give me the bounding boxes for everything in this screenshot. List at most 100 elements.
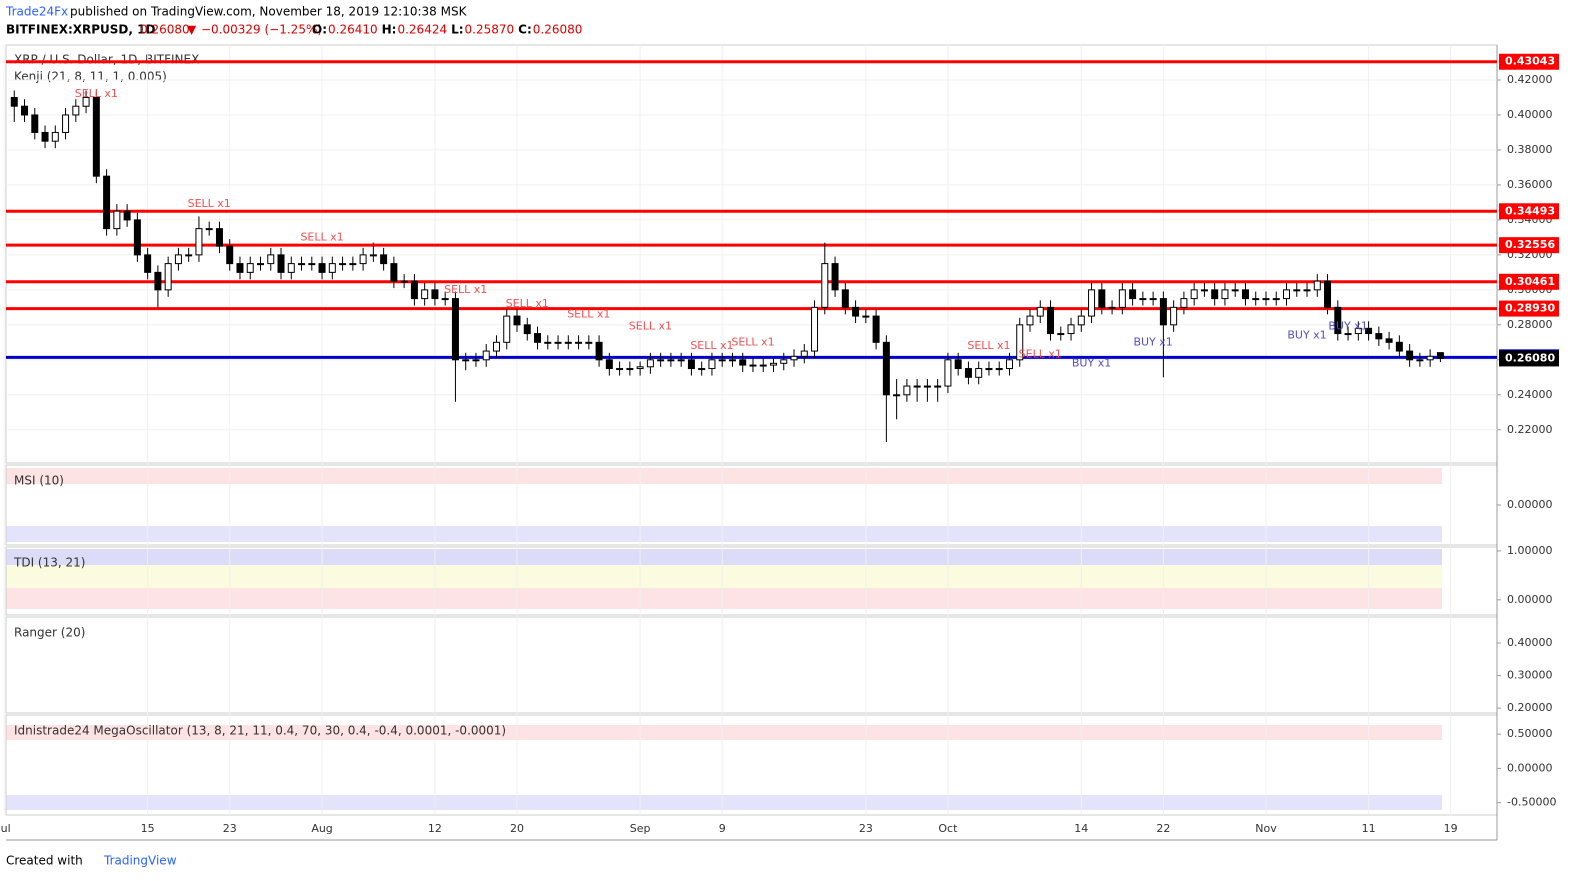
candle-body — [1088, 289, 1096, 317]
candle-body — [21, 105, 29, 116]
candle-body — [1129, 289, 1137, 300]
candle-body — [759, 364, 767, 367]
brand[interactable]: TradingView — [103, 854, 177, 868]
candle-body — [1098, 289, 1106, 308]
candle-body — [328, 263, 336, 273]
y-tick-label: 0.28000 — [1507, 318, 1553, 331]
candle-body — [790, 355, 798, 361]
candle-body — [718, 359, 726, 362]
candle-body — [1283, 289, 1290, 300]
candle-body — [903, 385, 911, 396]
pane-title: TDI (13, 21) — [13, 556, 85, 570]
candle-body — [595, 341, 603, 361]
candle-body — [687, 359, 695, 370]
candle-body — [1118, 289, 1126, 308]
x-tick-label: 11 — [1362, 822, 1376, 835]
candle-body — [831, 263, 839, 291]
candle-body — [770, 362, 777, 366]
candle-body — [626, 368, 634, 371]
price-label: 0.26080 — [1505, 351, 1555, 364]
candle-body — [349, 263, 357, 266]
candle-body — [739, 359, 747, 366]
candle-body — [893, 394, 901, 397]
candle-body — [92, 96, 100, 177]
pane-title: Idnistrade24 MegaOscillator (13, 8, 21, … — [14, 724, 506, 738]
candle-body — [410, 280, 418, 300]
candle-body — [616, 368, 624, 371]
candle-body — [934, 385, 942, 388]
x-tick-label: 12 — [428, 822, 442, 835]
candle-body — [544, 341, 552, 344]
change: −0.00329 (−1.25%) — [201, 23, 322, 37]
publisher[interactable]: Trade24Fx — [5, 5, 68, 19]
signal-label: SELL x1 — [967, 339, 1010, 352]
price-label: 0.30461 — [1505, 275, 1555, 288]
ohlc-key: L: — [451, 23, 463, 37]
candle-body — [1211, 289, 1219, 300]
candle-body — [1241, 289, 1249, 300]
candle-body — [1200, 289, 1208, 292]
y-tick-label: 0.40000 — [1507, 636, 1553, 649]
candle-body — [1334, 306, 1342, 335]
y-tick-label: 0.36000 — [1507, 178, 1553, 191]
candle-body — [1406, 350, 1414, 361]
candle-body — [380, 254, 388, 265]
y-tick-label: 0.50000 — [1507, 727, 1553, 740]
symbol: BITFINEX:XRPUSD, 1D — [6, 23, 155, 37]
x-tick-label: Nov — [1255, 822, 1277, 835]
ohlc-key: C: — [518, 23, 532, 37]
candle-body — [1436, 352, 1444, 359]
x-tick-label: 20 — [510, 822, 524, 835]
candle-body — [72, 105, 80, 116]
candle-body — [51, 131, 59, 142]
candle-body — [954, 359, 962, 370]
candle-body — [462, 359, 470, 362]
candle-body — [636, 366, 644, 370]
candle-body — [164, 263, 172, 291]
candle-body — [1005, 359, 1013, 370]
ohlc-key: H: — [382, 23, 397, 37]
signal-label: SELL x1 — [567, 307, 610, 320]
ohlc-value: 0.26410 — [328, 23, 378, 37]
signal-label: SELL x1 — [690, 339, 733, 352]
x-tick-label: 19 — [1444, 822, 1458, 835]
candle-body — [103, 175, 111, 230]
x-tick-label: Aug — [311, 822, 332, 835]
candle-body — [174, 254, 182, 265]
price-label-box — [1499, 300, 1559, 317]
candle-body — [482, 350, 490, 361]
candle-body — [10, 96, 18, 107]
candle-body — [41, 131, 49, 142]
candle-body — [31, 114, 39, 133]
signal-label: SELL x1 — [300, 230, 343, 243]
y-tick-label: 0.00000 — [1507, 593, 1553, 606]
candle-body — [667, 359, 675, 362]
candle-body — [1149, 298, 1157, 301]
candle-body — [318, 263, 326, 273]
candle-body — [554, 341, 562, 344]
candle-body — [1426, 355, 1434, 361]
y-tick-label: 0.24000 — [1507, 388, 1553, 401]
candle-body — [1324, 280, 1332, 308]
published: published on TradingView.com, November 1… — [70, 5, 468, 19]
candle-body — [1395, 341, 1403, 352]
candle-body — [195, 228, 203, 256]
x-tick-label: Sep — [630, 822, 651, 835]
price-label-box — [1499, 273, 1559, 290]
candle-body — [852, 306, 860, 317]
candle-body — [1375, 333, 1383, 340]
candle-body — [800, 350, 808, 357]
x-tick-label: Oct — [938, 822, 958, 835]
candle-body — [1190, 289, 1198, 300]
candle-body — [923, 385, 931, 388]
candle-body — [964, 368, 972, 378]
price-label: 0.43043 — [1505, 55, 1555, 68]
candle-body — [1036, 306, 1044, 317]
candle-body — [882, 341, 890, 396]
candle-body — [205, 228, 213, 231]
candle-body — [308, 263, 316, 266]
y-tick-label: 0.42000 — [1507, 73, 1553, 86]
last-price: 0.26080 — [140, 23, 190, 37]
pane-title: Ranger (20) — [14, 626, 85, 640]
candle-body — [1262, 298, 1270, 301]
